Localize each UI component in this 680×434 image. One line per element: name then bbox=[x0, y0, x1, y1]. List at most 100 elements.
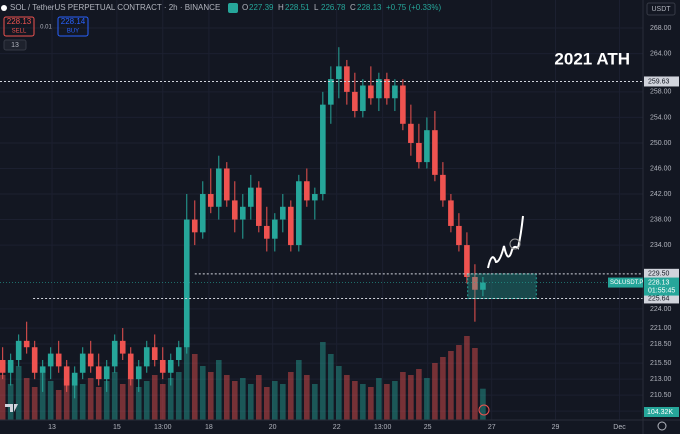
volume-bar bbox=[320, 342, 326, 420]
y-tick-label: 246.00 bbox=[650, 165, 672, 172]
indicators-toggle[interactable] bbox=[3, 39, 27, 51]
candle-body bbox=[336, 66, 342, 80]
volume-bar bbox=[183, 306, 190, 420]
candle-body bbox=[103, 366, 110, 380]
candle-body bbox=[312, 194, 318, 201]
volume-bar bbox=[31, 387, 38, 420]
candle-body bbox=[23, 340, 30, 348]
candle-body bbox=[239, 206, 246, 220]
volume-bar bbox=[0, 375, 6, 420]
candle-body bbox=[440, 174, 446, 201]
candle-body bbox=[151, 347, 158, 360]
volume-bar bbox=[432, 363, 438, 420]
sell-price: 228.13 bbox=[7, 17, 32, 26]
volume-bar bbox=[296, 360, 302, 420]
volume-bar bbox=[223, 375, 230, 420]
candle-body bbox=[408, 123, 414, 143]
volume-bar bbox=[280, 384, 286, 420]
symbol: SOL / TetherUS PERPETUAL CONTRACT · 2h ·… bbox=[10, 3, 220, 12]
candle-body bbox=[223, 168, 230, 201]
volume-bar bbox=[368, 387, 374, 420]
currency-button[interactable] bbox=[646, 2, 676, 16]
buy-button[interactable] bbox=[57, 16, 89, 37]
candle-body bbox=[360, 85, 366, 112]
volume-bar bbox=[199, 366, 206, 420]
candle-body bbox=[119, 340, 126, 354]
candle-body bbox=[55, 353, 62, 367]
y-tick-label: 242.00 bbox=[650, 191, 672, 198]
candle-body bbox=[111, 340, 118, 367]
candle-body bbox=[199, 194, 206, 233]
volume-bar bbox=[23, 378, 30, 420]
volume-bar bbox=[87, 378, 94, 420]
volume-bar bbox=[304, 375, 310, 420]
ohlc-value: 226.78 bbox=[321, 3, 346, 12]
countdown: 01:55:45 bbox=[648, 287, 675, 294]
x-tick-label: 27 bbox=[488, 424, 496, 431]
replay-icon[interactable] bbox=[478, 404, 490, 416]
volume-bar bbox=[95, 387, 102, 420]
level-label-box bbox=[644, 268, 679, 279]
buy-label: BUY bbox=[67, 29, 79, 35]
volume-bar bbox=[376, 378, 382, 420]
indicators-count: 13 bbox=[11, 42, 19, 49]
candle-body bbox=[127, 353, 134, 380]
ohlc-value: 227.39 bbox=[249, 3, 274, 12]
volume-bar bbox=[264, 387, 270, 420]
candle-body bbox=[231, 200, 238, 220]
settings-icon[interactable] bbox=[657, 421, 667, 431]
volume-bar bbox=[392, 381, 398, 420]
sell-label: SELL bbox=[12, 29, 27, 35]
volume-bar bbox=[7, 384, 14, 420]
ohlc-key: O bbox=[242, 3, 248, 12]
level-label: 229.50 bbox=[648, 271, 670, 278]
volume-bar bbox=[472, 348, 478, 420]
level-label-box bbox=[644, 76, 679, 87]
y-tick-label: 234.00 bbox=[650, 242, 672, 249]
candle-body bbox=[328, 79, 334, 105]
candle-body bbox=[384, 79, 390, 99]
candle-body bbox=[159, 359, 166, 373]
volume-bar bbox=[360, 384, 366, 420]
volume-bar bbox=[135, 387, 142, 420]
volume-bar bbox=[272, 381, 278, 420]
candle-body bbox=[175, 347, 182, 360]
volume-bar bbox=[159, 384, 166, 420]
level-label: 225.64 bbox=[648, 295, 670, 302]
candle-body bbox=[143, 347, 150, 367]
volume-bar bbox=[312, 384, 318, 420]
volume-label-box bbox=[644, 407, 679, 417]
candle-body bbox=[15, 340, 22, 360]
candle-body bbox=[39, 366, 46, 373]
candle-body bbox=[280, 206, 286, 220]
currency: USDT bbox=[651, 6, 671, 13]
candle-body bbox=[416, 142, 422, 163]
y-tick-label: 213.00 bbox=[650, 376, 672, 383]
volume-bar bbox=[288, 372, 294, 420]
candle-body bbox=[456, 225, 462, 246]
x-tick-label: 29 bbox=[552, 424, 560, 431]
volume-bar bbox=[456, 345, 462, 420]
ohlc-value: 228.13 bbox=[357, 3, 382, 12]
sell-button[interactable] bbox=[3, 16, 35, 37]
x-tick-label: 13 bbox=[48, 424, 56, 431]
x-tick-label: 22 bbox=[333, 424, 341, 431]
candle-body bbox=[448, 200, 454, 226]
volume-bar bbox=[55, 390, 62, 420]
volume-bar bbox=[103, 381, 110, 420]
volume-bar bbox=[15, 366, 22, 420]
candle-body bbox=[320, 104, 326, 195]
y-tick-label: 254.00 bbox=[650, 114, 672, 121]
volume-bar bbox=[464, 336, 470, 420]
candle-body bbox=[255, 187, 262, 226]
volume-bar bbox=[344, 375, 350, 420]
change: +0.75 (+0.33%) bbox=[386, 3, 441, 12]
candle-body bbox=[296, 181, 302, 246]
y-tick-label: 221.00 bbox=[650, 325, 672, 332]
candle-body bbox=[480, 282, 486, 290]
y-tick-label: 238.00 bbox=[650, 216, 672, 223]
volume-bar bbox=[400, 372, 406, 420]
volume-bar bbox=[151, 375, 158, 420]
symbol-icon bbox=[1, 5, 7, 11]
level-label-box bbox=[644, 293, 679, 304]
